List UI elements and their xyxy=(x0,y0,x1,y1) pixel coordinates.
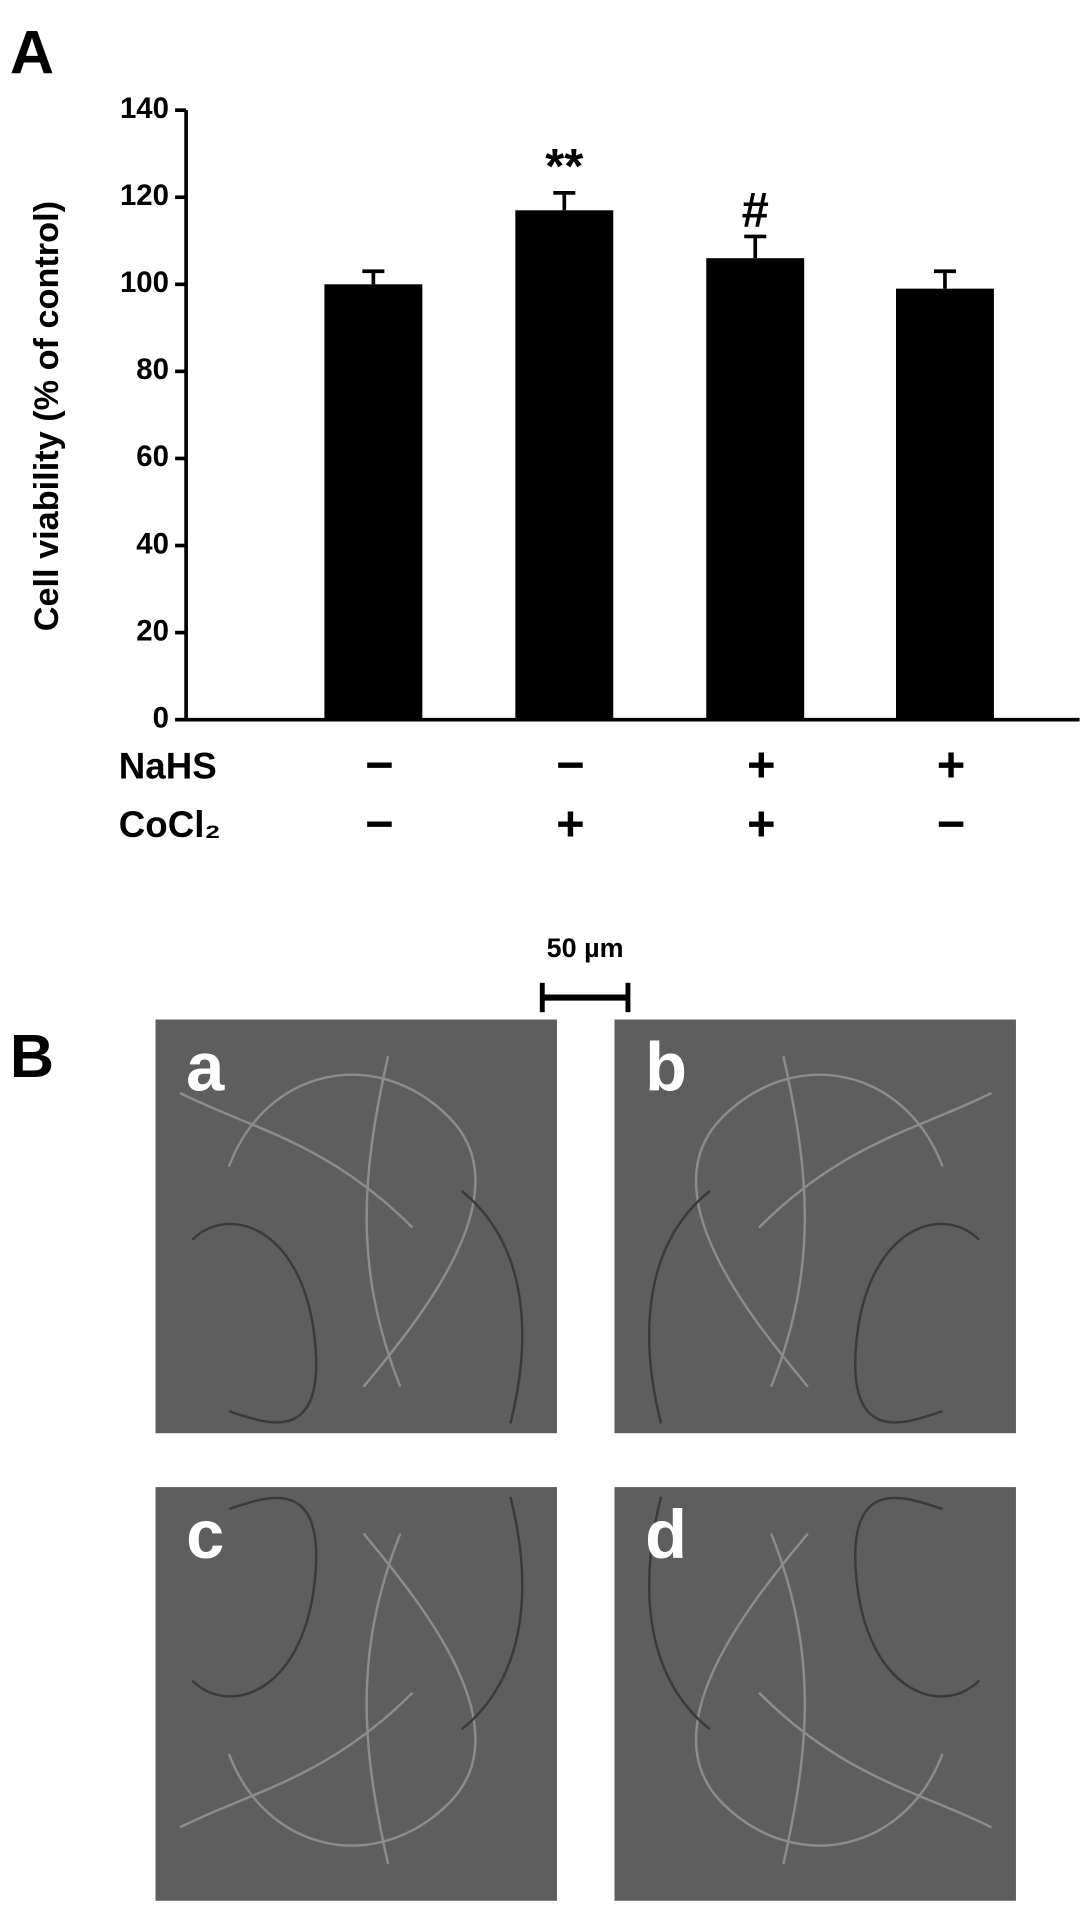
y-tick-label: 140 xyxy=(120,92,169,125)
y-tick-label: 100 xyxy=(120,266,169,299)
micrograph xyxy=(614,1487,1016,1901)
y-tick-label: 20 xyxy=(136,614,169,647)
treatment-sign: − xyxy=(365,797,394,851)
cell-outline xyxy=(694,1532,944,1847)
y-tick-label: 40 xyxy=(136,527,169,560)
micrograph-label: d xyxy=(645,1496,687,1573)
cell-outline xyxy=(365,1533,402,1865)
micrograph xyxy=(155,1019,557,1434)
cell-outline xyxy=(758,1691,993,1829)
cell-outline xyxy=(770,1055,806,1388)
y-tick-label: 80 xyxy=(136,353,169,386)
cell-outline xyxy=(460,1189,524,1424)
cell-outline xyxy=(854,1496,981,1698)
bar xyxy=(895,288,994,720)
cell-outline xyxy=(365,1055,402,1388)
micrographs: a b c d xyxy=(155,1019,1016,1901)
treatment-sign: − xyxy=(556,739,585,793)
error-bar xyxy=(744,234,767,259)
cell-outline xyxy=(191,1222,318,1424)
bar xyxy=(515,210,614,720)
micrograph xyxy=(155,1487,557,1901)
treatment-sign: + xyxy=(556,797,585,851)
error-bar xyxy=(933,269,956,289)
cell-outline xyxy=(179,1091,414,1229)
significance-mark: # xyxy=(742,184,769,238)
bar xyxy=(706,258,805,720)
cell-outline xyxy=(694,1073,944,1388)
cell-outline xyxy=(648,1189,711,1424)
treatment-sign: + xyxy=(747,797,776,851)
cell-outline xyxy=(770,1533,806,1865)
treatment-label: NaHS xyxy=(119,745,217,786)
micrograph-label: c xyxy=(186,1496,224,1573)
cell-outline xyxy=(648,1496,711,1731)
treatment-sign: + xyxy=(937,739,966,793)
y-tick-label: 60 xyxy=(136,440,169,473)
y-tick-label: 0 xyxy=(153,701,169,734)
micrograph-label: a xyxy=(186,1029,225,1106)
scale-bar-label: 50 µm xyxy=(547,933,624,963)
cell-outline xyxy=(227,1532,477,1847)
cell-outline xyxy=(191,1496,318,1698)
treatment-sign: − xyxy=(937,797,966,851)
panel-label: A xyxy=(10,18,54,86)
cell-outline xyxy=(854,1222,981,1424)
y-tick-label: 120 xyxy=(120,179,169,212)
error-bar xyxy=(553,191,576,211)
panel-label: B xyxy=(10,1022,54,1090)
bar xyxy=(324,284,423,720)
cell-outline xyxy=(179,1691,414,1829)
treatment-sign: − xyxy=(365,739,394,793)
micrograph-label: b xyxy=(645,1029,687,1106)
treatment-label: CoCl₂ xyxy=(119,804,221,845)
cell-outline xyxy=(758,1091,993,1229)
y-axis-label: Cell viability (% of control) xyxy=(28,201,66,631)
cell-outline xyxy=(227,1073,477,1388)
treatment-sign: + xyxy=(747,739,776,793)
error-bar xyxy=(362,269,385,285)
significance-mark: ** xyxy=(545,140,583,194)
cell-outline xyxy=(460,1496,524,1731)
micrograph xyxy=(614,1019,1016,1434)
